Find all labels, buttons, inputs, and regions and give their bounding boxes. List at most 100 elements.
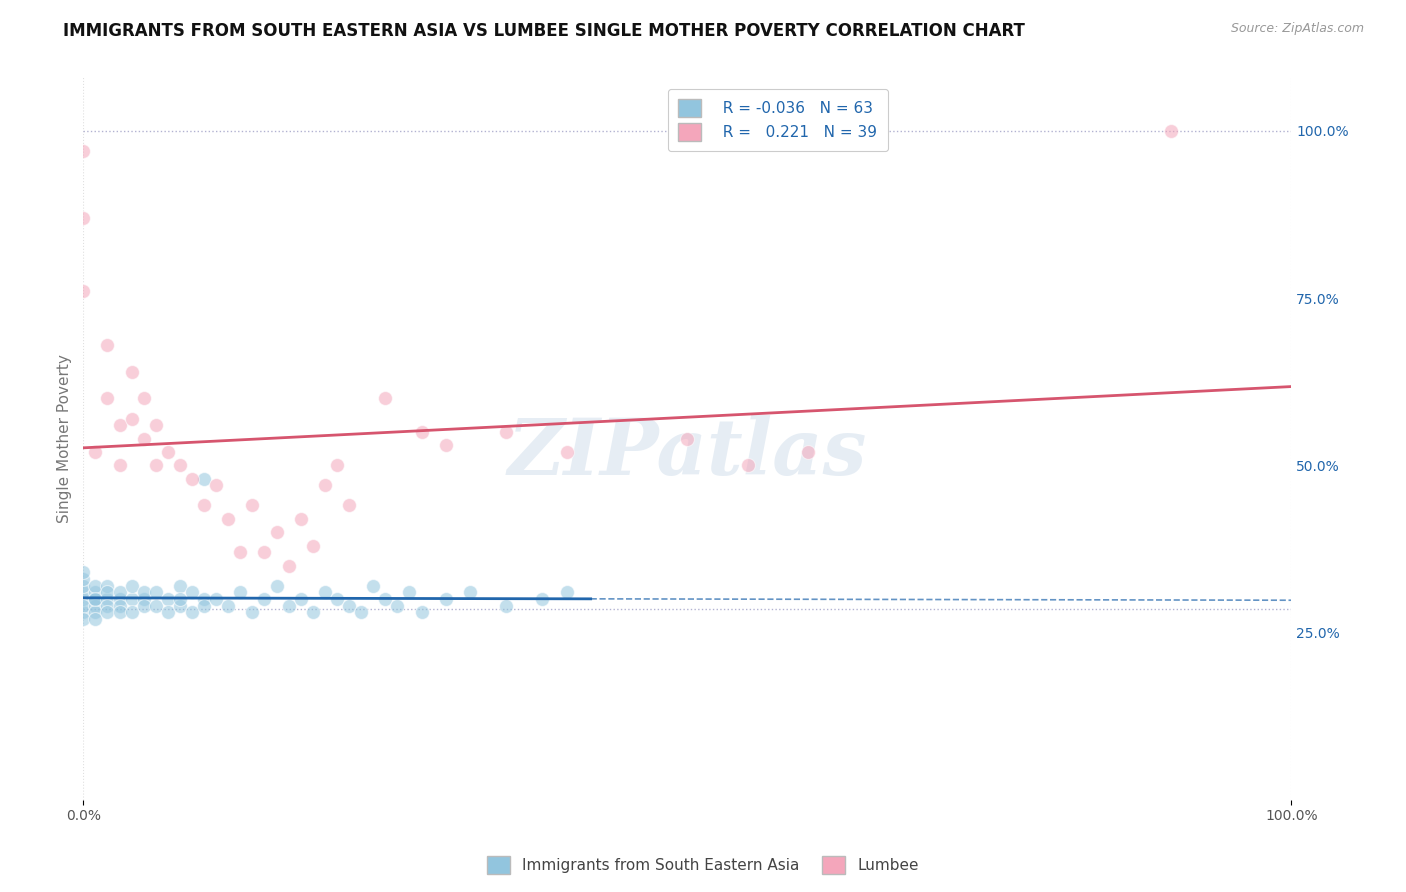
Point: [84, 592, 107, 607]
Point: [301, 539, 323, 553]
Point: [253, 545, 276, 559]
Point: [96, 606, 118, 620]
Point: [374, 392, 396, 406]
Point: [737, 458, 759, 473]
Point: [374, 592, 396, 607]
Point: [84, 579, 107, 593]
Point: [72, 592, 94, 607]
Point: [96, 392, 118, 406]
Point: [84, 585, 107, 599]
Point: [108, 418, 131, 433]
Point: [145, 458, 167, 473]
Point: [458, 585, 481, 599]
Point: [72, 144, 94, 158]
Point: [132, 599, 155, 613]
Point: [193, 472, 215, 486]
Point: [217, 599, 239, 613]
Point: [72, 612, 94, 626]
Point: [676, 432, 699, 446]
Point: [434, 438, 457, 452]
Point: [96, 579, 118, 593]
Point: [84, 599, 107, 613]
Point: [290, 592, 312, 607]
Point: [398, 585, 420, 599]
Point: [181, 472, 204, 486]
Point: [555, 585, 578, 599]
Point: [121, 411, 143, 425]
Text: Source: ZipAtlas.com: Source: ZipAtlas.com: [1230, 22, 1364, 36]
Point: [169, 579, 191, 593]
Point: [337, 599, 360, 613]
Point: [193, 592, 215, 607]
Text: IMMIGRANTS FROM SOUTH EASTERN ASIA VS LUMBEE SINGLE MOTHER POVERTY CORRELATION C: IMMIGRANTS FROM SOUTH EASTERN ASIA VS LU…: [63, 22, 1025, 40]
Point: [72, 606, 94, 620]
Point: [266, 579, 288, 593]
Point: [108, 606, 131, 620]
Point: [193, 599, 215, 613]
Point: [242, 499, 264, 513]
Point: [290, 512, 312, 526]
Point: [205, 478, 228, 492]
Point: [108, 599, 131, 613]
Point: [205, 592, 228, 607]
Point: [1160, 124, 1182, 138]
Point: [253, 592, 276, 607]
Point: [72, 572, 94, 586]
Point: [326, 458, 349, 473]
Point: [121, 592, 143, 607]
Point: [84, 445, 107, 459]
Point: [361, 579, 384, 593]
Point: [72, 579, 94, 593]
Point: [96, 338, 118, 352]
Point: [72, 566, 94, 580]
Point: [156, 606, 179, 620]
Point: [387, 599, 409, 613]
Y-axis label: Single Mother Poverty: Single Mother Poverty: [58, 354, 72, 523]
Point: [314, 478, 336, 492]
Point: [169, 458, 191, 473]
Point: [797, 445, 820, 459]
Legend: Immigrants from South Eastern Asia, Lumbee: Immigrants from South Eastern Asia, Lumb…: [481, 850, 925, 880]
Point: [411, 425, 433, 439]
Point: [132, 585, 155, 599]
Point: [121, 606, 143, 620]
Point: [145, 418, 167, 433]
Point: [108, 458, 131, 473]
Point: [531, 592, 554, 607]
Point: [495, 599, 517, 613]
Point: [434, 592, 457, 607]
Point: [217, 512, 239, 526]
Point: [229, 585, 252, 599]
Text: ZIPatlas: ZIPatlas: [508, 415, 868, 491]
Point: [145, 585, 167, 599]
Point: [169, 592, 191, 607]
Point: [277, 599, 299, 613]
Point: [72, 585, 94, 599]
Point: [145, 599, 167, 613]
Point: [132, 592, 155, 607]
Point: [411, 606, 433, 620]
Point: [181, 606, 204, 620]
Point: [266, 525, 288, 540]
Point: [169, 599, 191, 613]
Point: [121, 365, 143, 379]
Point: [156, 592, 179, 607]
Point: [108, 585, 131, 599]
Point: [96, 592, 118, 607]
Point: [350, 606, 373, 620]
Point: [96, 585, 118, 599]
Point: [555, 445, 578, 459]
Point: [181, 585, 204, 599]
Point: [229, 545, 252, 559]
Point: [301, 606, 323, 620]
Point: [242, 606, 264, 620]
Point: [132, 392, 155, 406]
Point: [72, 211, 94, 225]
Point: [84, 592, 107, 607]
Point: [84, 606, 107, 620]
Point: [72, 285, 94, 299]
Point: [72, 599, 94, 613]
Legend:   R = -0.036   N = 63,   R =   0.221   N = 39: R = -0.036 N = 63, R = 0.221 N = 39: [668, 88, 889, 152]
Point: [96, 599, 118, 613]
Point: [108, 592, 131, 607]
